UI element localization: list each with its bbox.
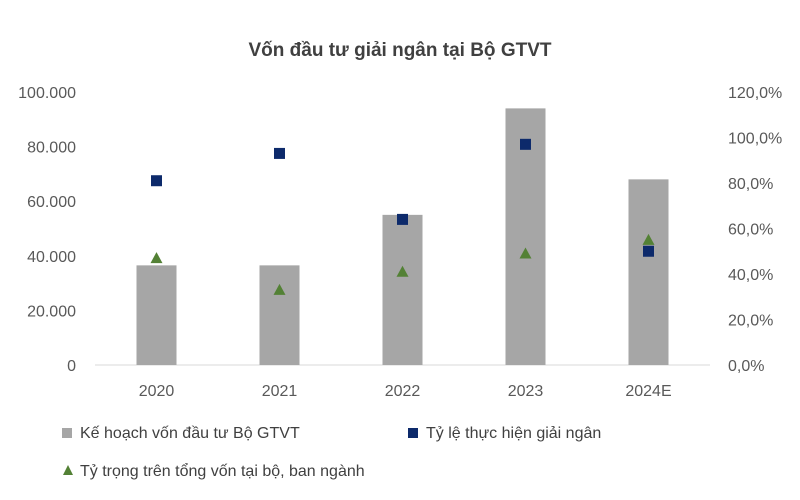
legend-swatch-square xyxy=(408,428,418,438)
x-axis-ticks: 2020 2021 2022 2023 2024E xyxy=(139,383,672,400)
bar-2021 xyxy=(259,265,300,365)
legend-label-disbursement-rate: Tỷ lệ thực hiện giải ngân xyxy=(426,425,601,442)
right-axis-tick-label: 80,0% xyxy=(728,176,773,193)
legend: Kế hoạch vốn đầu tư Bộ GTVT Tỷ lệ thực h… xyxy=(62,425,601,480)
right-axis-tick-label: 120,0% xyxy=(728,85,782,102)
x-axis-tick-label: 2021 xyxy=(262,383,298,400)
legend-swatch-bar xyxy=(62,428,72,438)
bar-2023 xyxy=(505,108,546,365)
left-axis-ticks: 0 20.000 40.000 60.000 80.000 100.000 xyxy=(18,85,76,375)
left-axis-tick-label: 40.000 xyxy=(27,249,76,266)
right-axis-tick-label: 40,0% xyxy=(728,267,773,284)
square-marker-2021 xyxy=(274,147,285,159)
right-axis-tick-label: 60,0% xyxy=(728,222,773,239)
bar-2022 xyxy=(382,214,423,365)
legend-swatch-triangle xyxy=(63,465,73,475)
x-axis-tick-label: 2023 xyxy=(508,383,544,400)
x-axis-tick-label: 2024E xyxy=(625,383,671,400)
triangle-marker-2023 xyxy=(519,247,532,259)
bar-2024E xyxy=(628,179,669,365)
square-marker-2023 xyxy=(520,138,531,150)
left-axis-tick-label: 0 xyxy=(67,358,76,375)
right-axis-ticks: 0,0% 20,0% 40,0% 60,0% 80,0% 100,0% 120,0% xyxy=(728,85,782,375)
square-marker-2020 xyxy=(151,175,162,187)
left-axis-tick-label: 100.000 xyxy=(18,85,76,102)
right-axis-tick-label: 0,0% xyxy=(728,358,764,375)
x-axis-tick-label: 2022 xyxy=(385,383,421,400)
left-axis-tick-label: 80.000 xyxy=(27,140,76,157)
legend-label-plan: Kế hoạch vốn đầu tư Bộ GTVT xyxy=(80,425,300,442)
square-marker-2024E xyxy=(643,245,654,257)
right-axis-tick-label: 20,0% xyxy=(728,313,773,330)
triangle-marker-2022 xyxy=(396,265,409,277)
square-marker-2022 xyxy=(397,213,408,225)
triangle-marker-2021 xyxy=(273,283,286,295)
triangle-marker-2020 xyxy=(150,252,163,264)
triangle-marker-series xyxy=(150,233,655,295)
legend-label-share: Tỷ trọng trên tổng vốn tại bộ, ban ngành xyxy=(80,462,365,480)
x-axis-tick-label: 2020 xyxy=(139,383,175,400)
left-axis-tick-label: 20.000 xyxy=(27,303,76,320)
left-axis-tick-label: 60.000 xyxy=(27,194,76,211)
bar-2020 xyxy=(136,265,177,365)
right-axis-tick-label: 100,0% xyxy=(728,131,782,148)
triangle-marker-2024E xyxy=(642,233,655,245)
square-marker-series xyxy=(151,138,654,257)
bar-series xyxy=(136,108,669,365)
chart-title: Vốn đầu tư giải ngân tại Bộ GTVT xyxy=(249,40,552,61)
